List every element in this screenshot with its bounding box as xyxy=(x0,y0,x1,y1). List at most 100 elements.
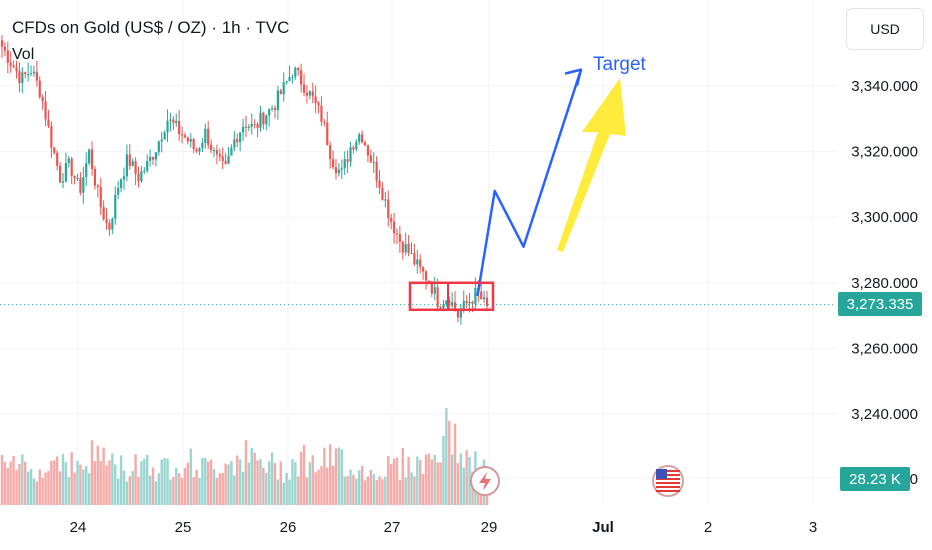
volume-bars xyxy=(0,408,489,505)
volume-bar xyxy=(189,448,192,505)
flag-stripe xyxy=(656,482,680,484)
volume-bar xyxy=(294,462,297,505)
x-tick-label: 25 xyxy=(175,519,192,536)
volume-bar xyxy=(366,476,370,505)
candle-body xyxy=(308,91,311,96)
volume-bar xyxy=(253,452,256,505)
x-tick-label: Jul xyxy=(592,519,614,536)
volume-bar xyxy=(326,467,329,505)
candle-body xyxy=(64,162,67,182)
candle-body xyxy=(395,233,399,235)
candle-body xyxy=(50,126,53,148)
candle-body xyxy=(82,177,85,193)
candle-body xyxy=(346,159,349,162)
volume-bar xyxy=(76,460,79,505)
volume-bar xyxy=(177,473,181,505)
candle-body xyxy=(282,82,285,95)
flag-stripe xyxy=(656,490,680,492)
volume-bar xyxy=(265,472,268,505)
candle-body xyxy=(111,218,114,230)
volume-bar xyxy=(314,472,317,505)
volume-bar xyxy=(50,460,53,505)
candle-body xyxy=(279,90,282,95)
volume-bar xyxy=(96,445,100,505)
volume-bar xyxy=(407,456,410,505)
volume-bar xyxy=(384,476,387,505)
flag-stripe xyxy=(656,474,680,476)
candle-body xyxy=(189,138,192,142)
flag-stripe xyxy=(656,478,680,480)
candle-body xyxy=(349,147,352,162)
volume-bar xyxy=(401,447,404,505)
volume-bar xyxy=(404,477,407,505)
volume-bar xyxy=(334,448,338,505)
candle-body xyxy=(183,135,187,138)
candle-body xyxy=(35,71,38,81)
candle-body xyxy=(105,219,108,224)
volume-bar xyxy=(119,455,123,505)
y-tick-label: 3,320.000 xyxy=(851,144,918,161)
consolidation-box-inner xyxy=(447,281,494,311)
volume-bar xyxy=(183,467,187,505)
volume-bar xyxy=(317,469,320,505)
x-tick-label: 27 xyxy=(384,519,401,536)
candle-body xyxy=(204,128,207,143)
volume-bar xyxy=(421,474,425,505)
volume-bar xyxy=(468,456,471,505)
time-axis[interactable]: 24 25 26 27 29 Jul 2 3 xyxy=(70,519,818,536)
volume-bar xyxy=(108,460,111,505)
volume-bar xyxy=(221,472,224,505)
candle-body xyxy=(67,158,70,163)
candle-body xyxy=(70,158,73,176)
volume-bar xyxy=(352,474,355,505)
volume-bar xyxy=(157,473,161,505)
volume-bar xyxy=(186,462,190,505)
volume-bar xyxy=(134,454,137,505)
y-tick-label: 0 xyxy=(910,471,918,488)
volume-bar xyxy=(416,456,419,505)
candle-body xyxy=(427,280,431,283)
candle-body xyxy=(300,70,303,85)
candle-body xyxy=(253,123,256,125)
volume-bar xyxy=(55,456,59,505)
volume-bar xyxy=(358,470,361,505)
y-tick-label: 3,340.000 xyxy=(851,78,918,95)
candle-body xyxy=(157,141,160,153)
us-flag-event-icon[interactable] xyxy=(652,465,684,497)
volume-bar xyxy=(288,479,291,505)
candle-body xyxy=(192,138,195,150)
candle-body xyxy=(53,147,56,153)
candle-body xyxy=(305,92,309,96)
volume-bar xyxy=(387,455,390,505)
candle-body xyxy=(3,46,7,51)
candle-body xyxy=(29,73,33,75)
volume-bar xyxy=(297,476,300,505)
volume-bar xyxy=(363,480,367,505)
candle-body xyxy=(114,194,117,219)
volume-bar xyxy=(328,444,332,505)
target-arrowhead xyxy=(564,68,583,86)
candle-body xyxy=(480,291,483,300)
candle-body xyxy=(381,187,384,200)
lightning-event-icon[interactable] xyxy=(470,466,500,496)
candle-body xyxy=(163,132,166,140)
volume-bar xyxy=(82,469,85,505)
volume-bar xyxy=(256,460,259,505)
target-label: Target xyxy=(593,54,647,75)
volume-bar xyxy=(67,477,70,505)
price-axis[interactable]: 3,340.000 3,320.000 3,300.000 3,280.000 3,26… xyxy=(851,78,918,488)
volume-bar xyxy=(209,459,213,505)
volume-bar xyxy=(448,420,451,505)
volume-bar xyxy=(430,459,434,505)
lightning-bolt xyxy=(479,472,491,491)
candle-body xyxy=(334,167,338,174)
candle-body xyxy=(314,96,317,104)
flag-canton xyxy=(656,469,667,479)
x-tick-label: 29 xyxy=(481,519,498,536)
volume-bar xyxy=(331,465,335,505)
volume-bar xyxy=(299,451,303,505)
currency-button[interactable]: USD xyxy=(846,8,924,50)
volume-bar xyxy=(227,464,230,505)
candle-body xyxy=(210,144,213,151)
